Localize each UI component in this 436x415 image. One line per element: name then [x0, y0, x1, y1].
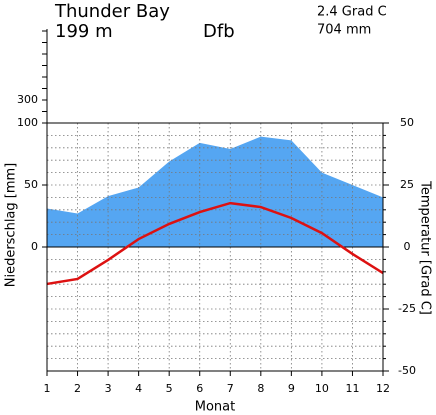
x-tick-label: 1 — [44, 382, 51, 395]
annual-precipitation: 704 mm — [317, 23, 371, 38]
elevation: 199 m — [55, 21, 113, 42]
temperature-line — [46, 201, 384, 286]
x-tick-label: 10 — [315, 382, 329, 395]
y2-tick-label: 0 — [404, 240, 411, 253]
x-tick-label: 4 — [135, 382, 142, 395]
climate-class: Dfb — [203, 21, 235, 42]
x-tick-label: 7 — [227, 382, 234, 395]
mean-temperature: 2.4 Grad C — [317, 5, 387, 20]
y-tick-label: 100 — [17, 116, 38, 129]
y2-tick-label: 25 — [400, 178, 414, 191]
y-axis-label: Niederschlag [mm] — [4, 163, 19, 288]
chart-title: Thunder Bay — [54, 1, 170, 22]
x-axis-label: Monat — [195, 400, 235, 415]
x-tick-label: 3 — [105, 382, 112, 395]
x-tick-label: 5 — [166, 382, 173, 395]
y2-axis-label: Temperatur [Grad C] — [418, 180, 433, 315]
x-tick-label: 6 — [196, 382, 203, 395]
x-tick-label: 12 — [376, 382, 390, 395]
y-tick-label: 50 — [24, 178, 38, 191]
x-tick-label: 8 — [257, 382, 264, 395]
upper-y-tick-label: 300 — [17, 93, 38, 106]
y2-tick-label: -50 — [398, 364, 416, 377]
y2-tick-label: 50 — [400, 116, 414, 129]
y2-tick-label: -25 — [398, 302, 416, 315]
x-tick-label: 2 — [74, 382, 81, 395]
x-tick-label: 11 — [345, 382, 359, 395]
precipitation-area — [47, 136, 383, 247]
y-tick-label: 0 — [31, 240, 38, 253]
x-tick-label: 9 — [288, 382, 295, 395]
